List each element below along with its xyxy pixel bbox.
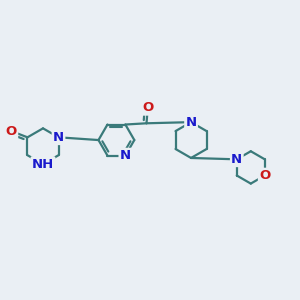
- Text: N: N: [231, 153, 242, 166]
- Text: O: O: [259, 169, 270, 182]
- Text: O: O: [142, 101, 153, 114]
- Text: N: N: [120, 149, 131, 162]
- Text: N: N: [53, 131, 64, 144]
- Text: O: O: [6, 124, 17, 138]
- Text: N: N: [185, 116, 197, 129]
- Text: NH: NH: [32, 158, 54, 171]
